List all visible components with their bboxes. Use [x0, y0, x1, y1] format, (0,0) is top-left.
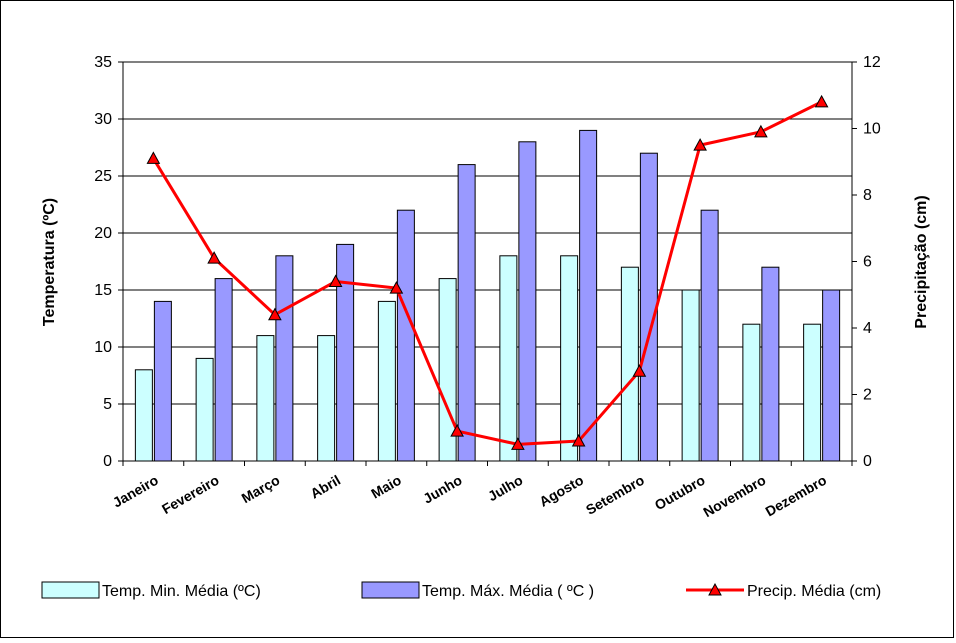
y2-tick-label: 0	[863, 453, 872, 470]
y-axis-title: Temperatura (ºC)	[41, 198, 58, 326]
bar-min-temp	[377, 300, 396, 462]
bar-max-temp	[518, 141, 537, 462]
y2-tick-label: 8	[863, 187, 872, 204]
precipitation-point	[693, 138, 707, 151]
precipitation-point	[328, 274, 343, 287]
bar-max-temp	[153, 300, 172, 462]
bar-min-temp	[195, 357, 214, 462]
legend-swatch-max-temp	[361, 581, 420, 599]
y2-tick-label: 2	[863, 387, 872, 404]
bar-max-temp	[336, 243, 355, 462]
y-tick-label: 25	[94, 168, 112, 185]
y-tick-label: 0	[103, 453, 112, 470]
y-tick-label: 35	[94, 54, 112, 71]
bar-max-temp	[822, 289, 841, 462]
bar-max-temp	[396, 209, 415, 462]
precipitation-line	[152, 100, 823, 446]
y2-tick-label: 12	[863, 54, 881, 71]
legend-label-precip: Precip. Média (cm)	[747, 583, 881, 600]
y2-tick-label: 4	[863, 320, 872, 337]
bar-min-temp	[803, 323, 822, 462]
bar-max-temp	[275, 255, 294, 462]
bar-min-temp	[560, 255, 579, 462]
bar-max-temp	[457, 164, 476, 462]
bar-max-temp	[639, 152, 658, 462]
bar-min-temp	[681, 289, 700, 462]
legend: Temp. Min. Média (ºC) Temp. Máx. Média ( …	[41, 581, 881, 600]
legend-swatch-min-temp	[41, 581, 100, 599]
bar-min-temp	[499, 255, 518, 462]
precipitation-point	[146, 151, 161, 164]
bar-min-temp	[317, 335, 336, 462]
precipitation-point	[571, 434, 586, 447]
legend-marker-precip	[708, 582, 722, 596]
precipitation-point	[389, 281, 404, 294]
precipitation-point	[754, 124, 768, 138]
y-tick-label: 5	[103, 396, 112, 413]
y2-axis-title: Precipitação (cm)	[913, 195, 930, 328]
gridlines	[123, 61, 852, 405]
bar-max-temp	[761, 266, 780, 462]
y-tick-label: 10	[94, 339, 112, 356]
bar-max-temp	[214, 278, 233, 462]
bar-max-temp	[700, 209, 719, 462]
bar-max-temp	[579, 129, 598, 462]
y2-tick-label: 6	[863, 254, 872, 271]
legend-label-max-temp: Temp. Máx. Média ( ºC )	[422, 583, 594, 600]
precipitation-point	[207, 251, 221, 264]
y-tick-label: 20	[94, 225, 112, 242]
bar-min-temp	[742, 323, 761, 462]
precipitation-point	[632, 364, 647, 377]
precipitation-point	[814, 94, 829, 108]
y2-tick-label: 10	[863, 121, 881, 138]
precipitation-point	[450, 424, 464, 437]
axes	[118, 61, 857, 466]
precipitation-point	[268, 307, 282, 321]
bar-min-temp	[620, 266, 639, 462]
legend-label-min-temp: Temp. Min. Média (ºC)	[102, 583, 261, 600]
y-tick-label: 15	[94, 282, 112, 299]
bar-min-temp	[256, 335, 275, 462]
precipitation-point	[511, 437, 525, 450]
bar-min-temp	[134, 369, 153, 462]
precipitation-series	[146, 94, 829, 450]
y-tick-label: 30	[94, 111, 112, 128]
